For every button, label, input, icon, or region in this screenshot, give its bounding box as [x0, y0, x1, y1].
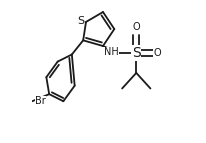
- Text: NH: NH: [104, 47, 119, 57]
- Text: O: O: [132, 22, 140, 32]
- Text: Br: Br: [35, 96, 46, 106]
- Text: S: S: [77, 16, 84, 25]
- Text: S: S: [132, 46, 141, 60]
- Text: O: O: [154, 48, 162, 58]
